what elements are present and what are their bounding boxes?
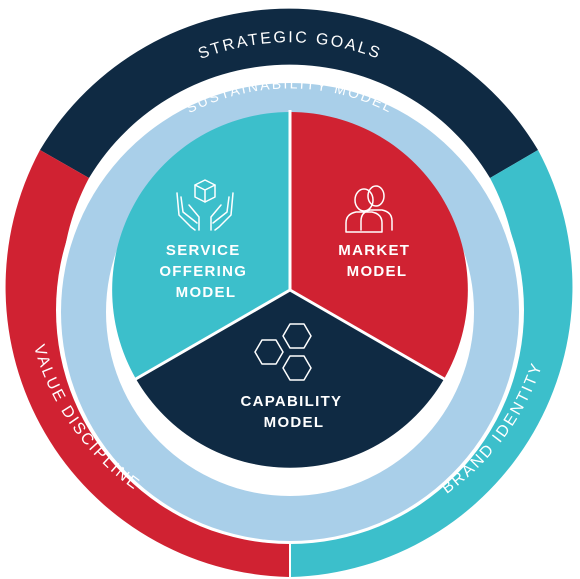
hands-box-icon bbox=[176, 179, 234, 231]
service-offering-label: SERVICE OFFERING MODEL bbox=[159, 242, 252, 301]
market-model-label: MARKET MODEL bbox=[338, 242, 415, 280]
people-icon bbox=[345, 185, 393, 233]
outer-ring-top-segment bbox=[40, 8, 538, 178]
capability-model-label: CAPABILITY MODEL bbox=[240, 393, 347, 431]
outer-ring-left-segment bbox=[5, 150, 290, 577]
outer-ring-right-segment bbox=[291, 150, 573, 577]
market-model-segment bbox=[290, 112, 468, 379]
service-offering-segment bbox=[112, 112, 290, 379]
segment-dividers bbox=[133, 110, 447, 382]
hexagons-icon bbox=[254, 323, 312, 381]
